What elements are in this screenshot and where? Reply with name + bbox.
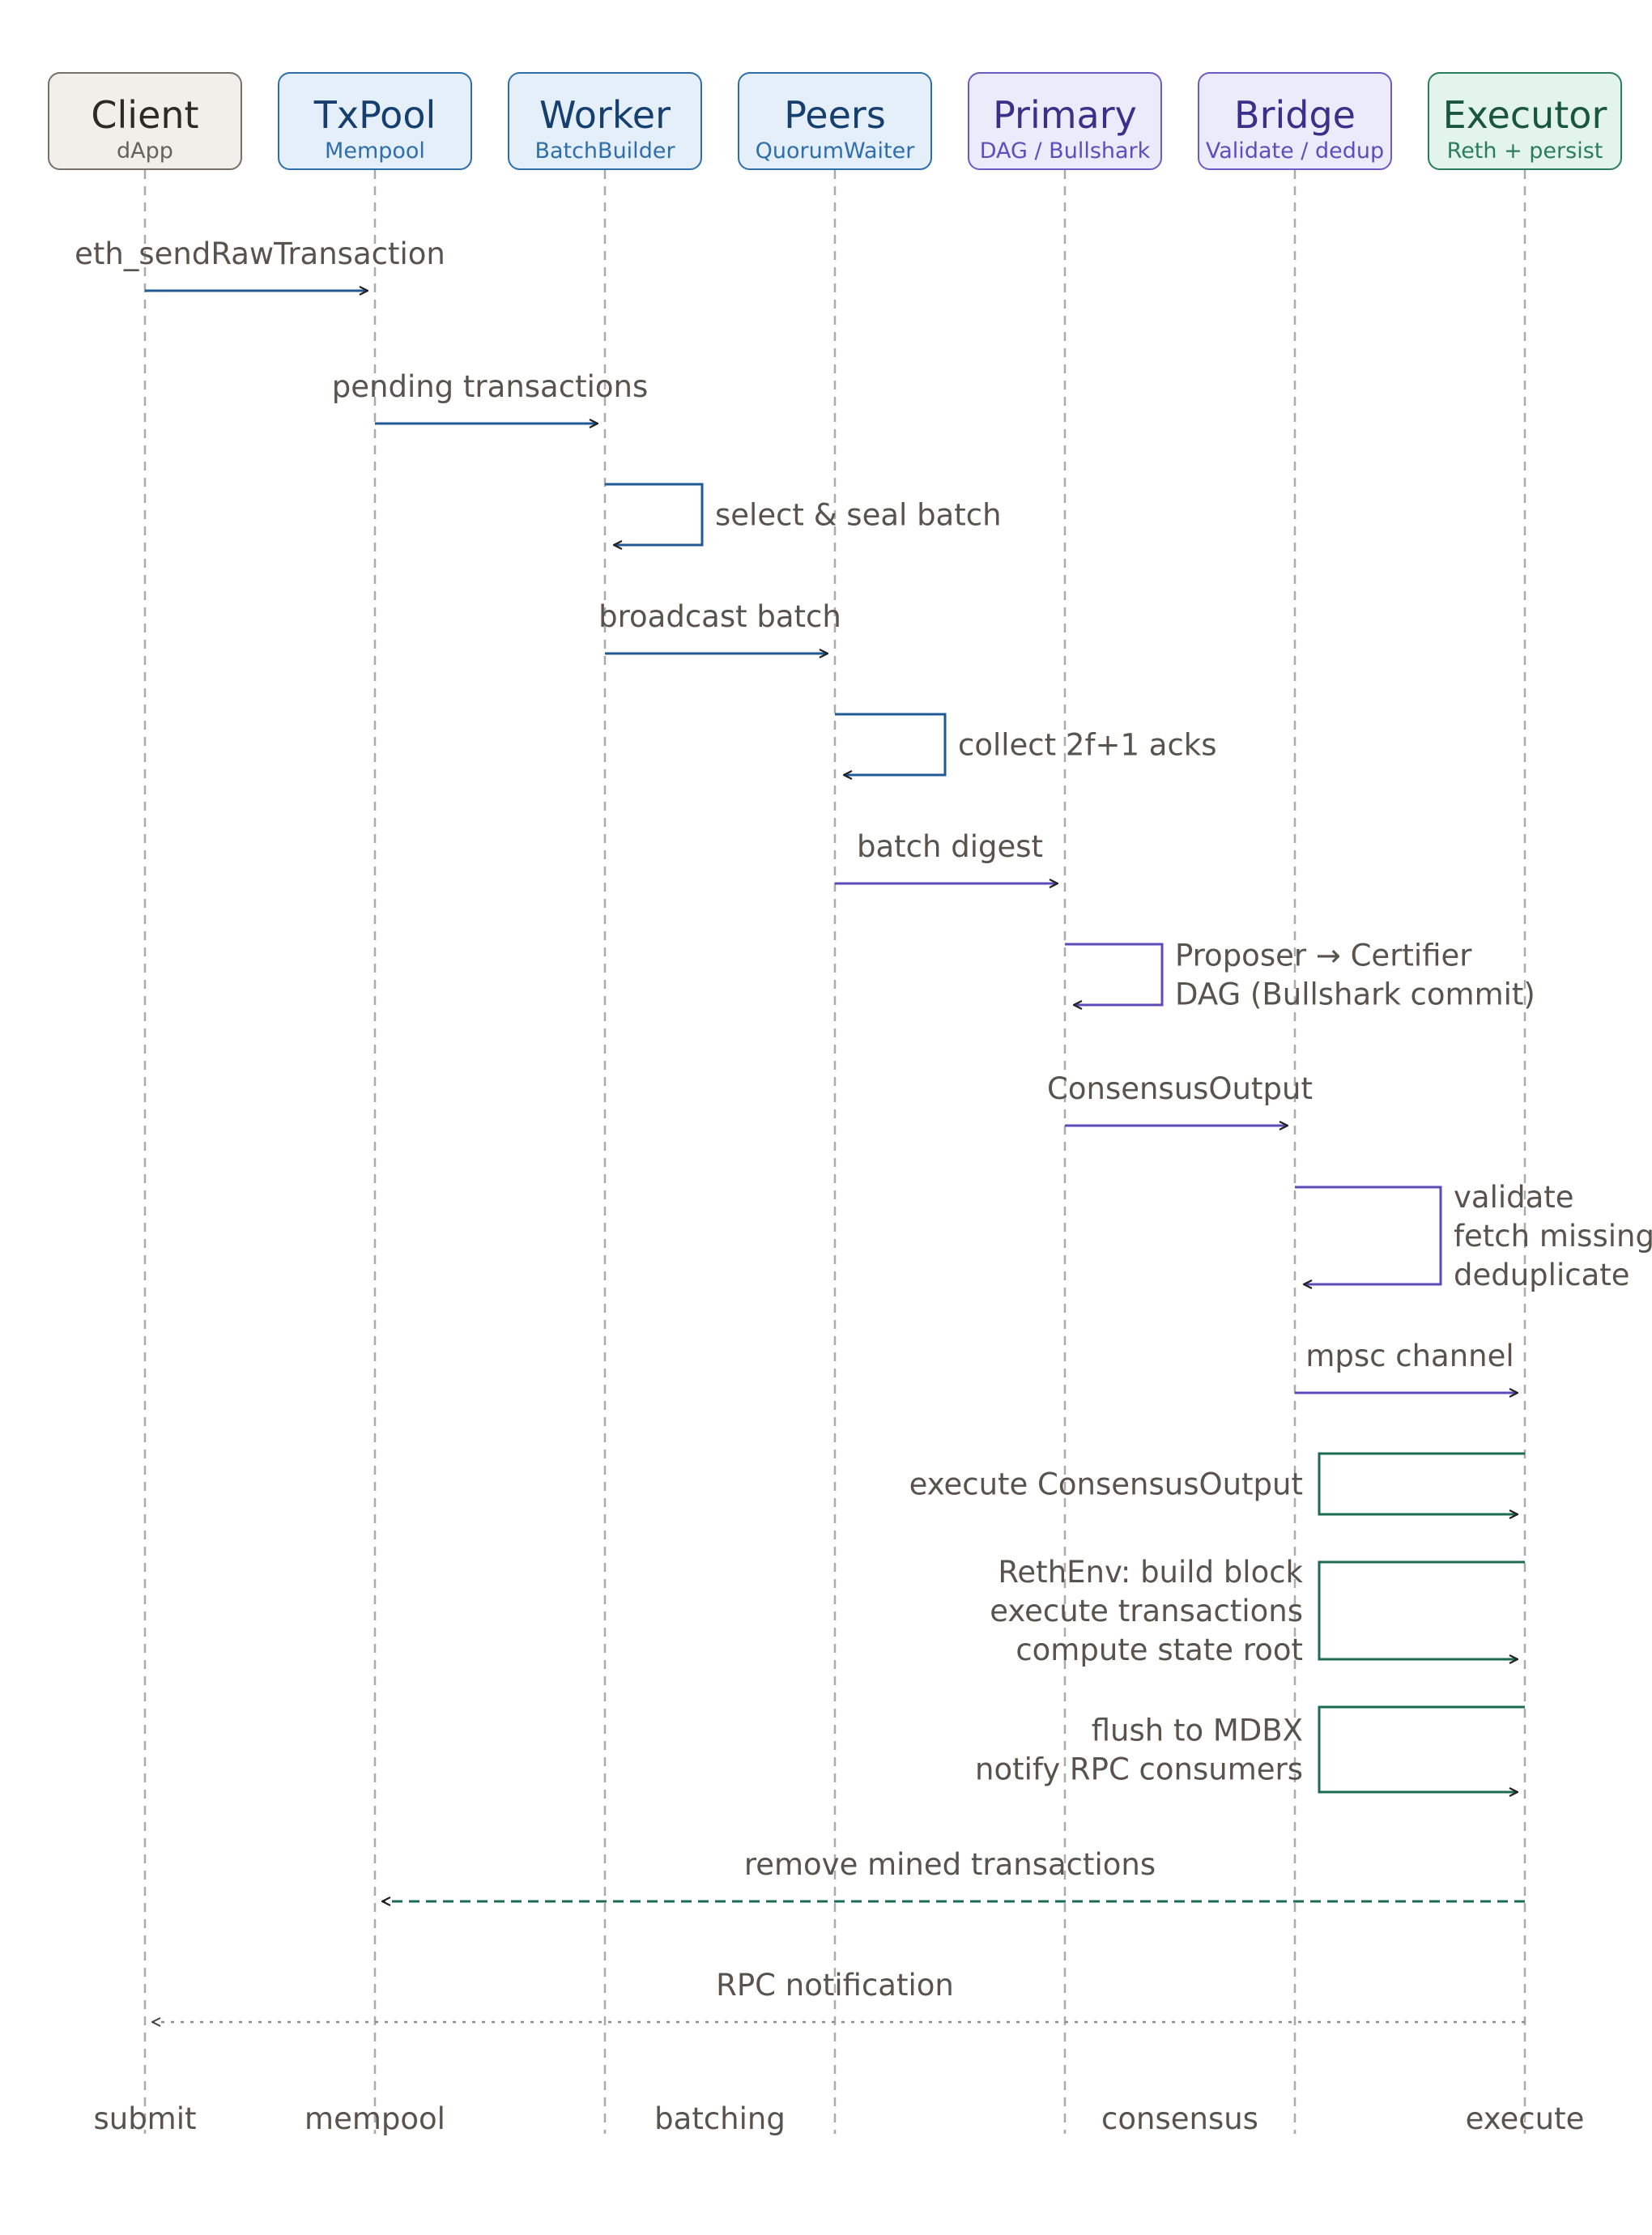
- participant-subtitle-bridge: Validate / dedup: [1206, 138, 1384, 164]
- phase-label-consensus: consensus: [1101, 2101, 1258, 2136]
- message-2: select & seal batch: [605, 483, 1002, 545]
- message-label-4-0: collect 2f+1 acks: [958, 728, 1217, 763]
- message-label-12-0: flush to MDBX: [1092, 1714, 1303, 1748]
- message-label-10-0: execute ConsensusOutput: [909, 1467, 1303, 1502]
- message-label-0: eth_sendRawTransaction: [75, 236, 445, 271]
- message-label-1: pending transactions: [332, 369, 648, 404]
- message-label-2-0: select & seal batch: [715, 498, 1002, 533]
- phase-label-batching: batching: [654, 2101, 786, 2136]
- message-13: remove mined transactions: [382, 1847, 1525, 1901]
- message-label-8-0: validate: [1454, 1180, 1574, 1215]
- participant-box-executor: [1428, 72, 1622, 170]
- participant-subtitle-primary: DAG / Bullshark: [980, 138, 1151, 164]
- participant-name-client: Client: [91, 93, 198, 137]
- message-label-8-1: fetch missing: [1454, 1219, 1652, 1254]
- participant-box-worker: [508, 72, 702, 170]
- phase-labels: submit mempool batching consensus execute: [93, 2101, 1584, 2136]
- message-12: flush to MDBX notify RPC consumers: [975, 1705, 1525, 1792]
- message-5: batch digest: [835, 829, 1058, 883]
- participant-box-bridge: [1198, 72, 1392, 170]
- participant-subtitle-txpool: Mempool: [325, 138, 425, 164]
- self-loop-12: [1318, 1705, 1525, 1792]
- phase-label-submit: submit: [93, 2101, 196, 2136]
- self-loop-11: [1318, 1560, 1525, 1659]
- message-label-8-2: deduplicate: [1454, 1258, 1630, 1292]
- lifelines: [143, 170, 1526, 2134]
- participant-subtitle-worker: BatchBuilder: [534, 138, 675, 164]
- self-loop-6: [1065, 943, 1164, 1005]
- message-label-6-1: DAG (Bullshark commit): [1175, 977, 1535, 1012]
- message-1: pending transactions: [332, 369, 648, 424]
- message-4: collect 2f+1 acks: [835, 713, 1217, 775]
- message-label-13: remove mined transactions: [744, 1847, 1156, 1882]
- message-label-11-0: RethEnv: build block: [998, 1555, 1303, 1590]
- message-label-11-2: compute state root: [1015, 1633, 1303, 1667]
- participant-subtitle-client: dApp: [117, 138, 173, 164]
- participant-box-client: [48, 72, 242, 170]
- participant-box-peers: [738, 72, 932, 170]
- phase-label-mempool: mempool: [304, 2101, 445, 2136]
- message-label-7: ConsensusOutput: [1047, 1071, 1313, 1106]
- self-loop-2: [605, 483, 704, 545]
- message-label-6-0: Proposer → Certifier: [1175, 939, 1472, 973]
- participant-name-worker: Worker: [539, 93, 671, 137]
- message-0: eth_sendRawTransaction: [75, 236, 445, 291]
- message-3: broadcast batch: [598, 599, 841, 653]
- message-9: mpsc channel: [1295, 1339, 1518, 1393]
- message-11: RethEnv: build block execute transactions…: [990, 1555, 1525, 1667]
- message-8: validate fetch missing deduplicate: [1295, 1180, 1652, 1292]
- participant-box-primary: [968, 72, 1162, 170]
- self-loop-10: [1318, 1452, 1525, 1514]
- participant-name-executor: Executor: [1443, 93, 1607, 137]
- self-loop-8: [1295, 1186, 1442, 1284]
- message-7: ConsensusOutput: [1047, 1071, 1313, 1126]
- message-label-11-1: execute transactions: [990, 1594, 1303, 1628]
- participant-name-peers: Peers: [784, 93, 886, 137]
- participant-name-txpool: TxPool: [313, 93, 436, 137]
- phase-label-execute: execute: [1466, 2101, 1585, 2136]
- message-10: execute ConsensusOutput: [909, 1452, 1525, 1514]
- message-label-3: broadcast batch: [598, 599, 841, 634]
- participant-box-txpool: [278, 72, 472, 170]
- message-6: Proposer → Certifier DAG (Bullshark commi…: [1065, 939, 1535, 1012]
- message-label-14: RPC notification: [716, 1968, 954, 2003]
- message-label-12-1: notify RPC consumers: [975, 1752, 1303, 1787]
- participant-name-bridge: Bridge: [1234, 93, 1356, 137]
- self-loop-4: [835, 713, 947, 775]
- message-14: RPC notification: [152, 1968, 1525, 2022]
- message-label-5: batch digest: [857, 829, 1043, 864]
- message-label-9: mpsc channel: [1305, 1339, 1514, 1373]
- participant-name-primary: Primary: [993, 93, 1137, 137]
- participant-subtitle-executor: Reth + persist: [1447, 138, 1603, 164]
- participant-subtitle-peers: QuorumWaiter: [756, 138, 916, 164]
